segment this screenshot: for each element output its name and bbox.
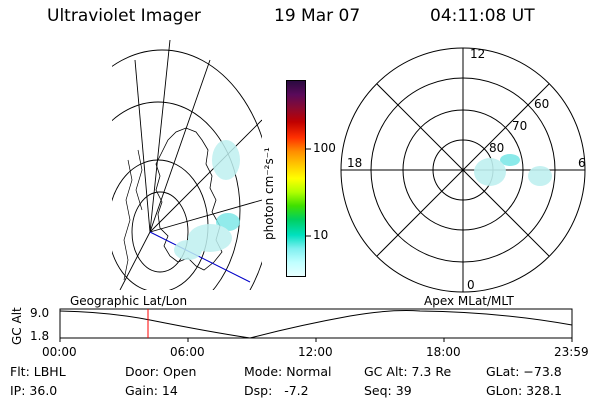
coastline: [135, 149, 143, 211]
filter-info: Flt: LBHL: [10, 364, 66, 379]
mlt-label-12: 12: [470, 47, 486, 61]
lat-circle: [112, 101, 241, 290]
timeline-frame: [59, 308, 573, 339]
terminator-line: [149, 231, 251, 283]
date-label: 19 Mar 07: [274, 6, 361, 26]
colorbar: [286, 80, 306, 277]
meridian: [149, 59, 211, 233]
aurora-patch: [500, 154, 520, 166]
meridian: [149, 40, 171, 233]
gc-alt-info: GC Alt: 7.3 Re: [364, 364, 452, 379]
coastline: [155, 127, 223, 271]
mlt-label-18: 18: [347, 156, 363, 170]
meridian: [134, 59, 151, 233]
x-tick-1200: 12:00: [298, 345, 333, 359]
colorbar-tick-10: 10: [313, 228, 329, 242]
lat-label-60: 60: [534, 97, 550, 111]
aurora-patch: [474, 158, 506, 186]
timeline-right-label: Apex MLat/MLT: [424, 294, 514, 308]
ip-info: IP: 36.0: [10, 383, 58, 398]
altitude-curve: [59, 310, 573, 339]
aurora-patch: [212, 140, 240, 180]
x-tick-2359: 23:59: [554, 345, 589, 359]
mode-info: Mode: Normal: [244, 364, 332, 379]
meridian: [149, 119, 262, 233]
gain-info: Gain: 14: [125, 383, 178, 398]
glon-info: GLon: 328.1: [486, 383, 562, 398]
lat-label-80: 80: [489, 141, 505, 155]
seq-info: Seq: 39: [364, 383, 412, 398]
lat-circle: [112, 49, 262, 290]
timeline-left-label: Geographic Lat/Lon: [70, 294, 188, 308]
x-tick-0600: 06:00: [170, 345, 205, 359]
aurora-patch: [174, 240, 202, 260]
mlt-label-6: 6: [578, 156, 586, 170]
time-label: 04:11:08 UT: [430, 6, 535, 26]
lat-circle: [131, 191, 189, 273]
coastline: [123, 159, 133, 281]
x-tick-0000: 00:00: [42, 345, 77, 359]
meridian: [119, 231, 151, 290]
timeline-y-tick-bottom: 1.8: [30, 329, 50, 343]
polar-diag: [376, 83, 550, 257]
mlt-label-0: 0: [467, 278, 475, 292]
aurora-patch: [528, 166, 552, 186]
colorbar-tick-100: 100: [313, 141, 336, 155]
glat-info: GLat: −73.8: [486, 364, 562, 379]
instrument-title: Ultraviolet Imager: [47, 6, 201, 26]
lat-label-70: 70: [512, 119, 528, 133]
door-info: Door: Open: [125, 364, 197, 379]
meridian: [149, 199, 262, 233]
timeline-y-tick-top: 9.0: [30, 306, 50, 320]
x-tick-1800: 18:00: [426, 345, 461, 359]
dsp-info: Dsp: -7.2: [244, 383, 309, 398]
